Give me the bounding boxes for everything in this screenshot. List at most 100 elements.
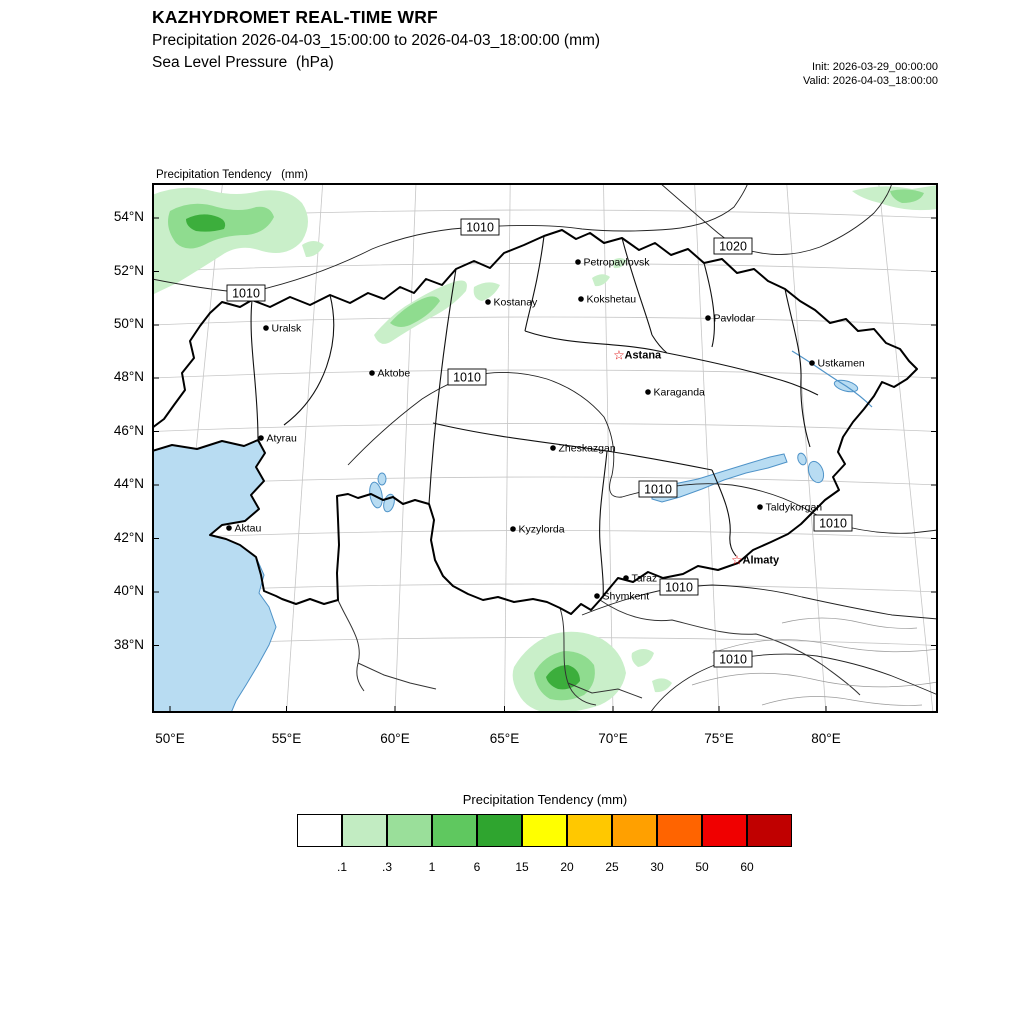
city-dot-icon xyxy=(705,315,711,321)
city-dot-icon xyxy=(578,296,584,302)
lat-axis-label: 42°N xyxy=(113,529,144,545)
svg-text:1020: 1020 xyxy=(719,240,747,254)
legend-swatch xyxy=(342,814,387,847)
lon-axis-label: 65°E xyxy=(489,731,520,746)
lon-axis-label: 70°E xyxy=(598,731,628,746)
city-dot-icon xyxy=(485,299,491,305)
precip-patch xyxy=(652,678,672,693)
svg-text:1010: 1010 xyxy=(665,581,693,595)
caspian-sea xyxy=(152,439,277,713)
lake-sasykkol xyxy=(797,452,807,466)
precip-patch-medium xyxy=(390,296,440,327)
lat-axis-label: 40°N xyxy=(113,583,144,598)
capital-star-icon: ☆ xyxy=(731,554,743,569)
city-dot-icon xyxy=(757,504,763,510)
graticule xyxy=(152,183,938,713)
legend-tick-label: 30 xyxy=(650,860,664,874)
aral-sea-east xyxy=(383,493,395,513)
isobar-1010-south xyxy=(581,584,938,620)
legend-tick-label: 15 xyxy=(515,860,529,874)
legend-tick-labels: .1 .3 1 6 15 20 25 30 50 60 xyxy=(297,860,794,878)
init-time: Init: 2026-03-29_00:00:00 xyxy=(812,61,938,73)
water-bodies xyxy=(152,350,873,713)
city-dot-icon xyxy=(510,526,516,532)
city-marker-uralsk: Uralsk xyxy=(263,323,302,335)
slp-subtitle: Sea Level Pressure (hPa) xyxy=(152,54,334,71)
svg-text:1010: 1010 xyxy=(232,287,260,301)
legend-swatch xyxy=(387,814,432,847)
pressure-label: 1010 xyxy=(713,650,753,668)
city-marker-karaganda: Karaganda xyxy=(645,387,705,399)
isobar-1020 xyxy=(659,183,893,255)
city-marker-petropavlovsk: Petropavlovsk xyxy=(575,257,650,269)
lat-axis-label: 50°N xyxy=(113,316,144,331)
legend-tick-label: 1 xyxy=(428,860,436,874)
svg-text:1010: 1010 xyxy=(719,653,747,667)
lake-balkhash xyxy=(651,453,788,503)
svg-text:1010: 1010 xyxy=(466,221,494,235)
legend-swatch xyxy=(432,814,477,847)
city-marker-taraz: Taraz xyxy=(623,573,657,585)
precip-patch xyxy=(302,241,324,257)
lon-axis-label: 60°E xyxy=(380,731,410,746)
legend-tick-label: 20 xyxy=(560,860,574,874)
precip-patch-dark xyxy=(546,665,580,690)
pressure-labels: 1010 1020 1010 1010 1010 1010 1010 1010 xyxy=(226,218,853,668)
city-label: Karaganda xyxy=(654,387,706,399)
lon-axis-label: 50°E xyxy=(155,731,185,746)
legend-title: Precipitation Tendency (mm) xyxy=(462,792,628,807)
city-label: Kostanay xyxy=(494,297,539,309)
pressure-label: 1010 xyxy=(447,368,487,386)
aral-sea-north xyxy=(377,472,387,486)
pressure-label: 1010 xyxy=(659,578,699,596)
precipitation-layer xyxy=(152,185,938,713)
city-marker-kyzylorda: Kyzylorda xyxy=(510,524,565,536)
isobar-1010-mid xyxy=(347,372,938,534)
neighbor-borders xyxy=(337,599,861,706)
city-marker-kostanay: Kostanay xyxy=(485,297,538,309)
city-marker-ustkamen: Ustkamen xyxy=(809,358,865,370)
weather-map: 1010 1020 1010 1010 1010 1010 1010 1010 Petropa… xyxy=(152,183,938,713)
pressure-label: 1010 xyxy=(813,514,853,532)
svg-text:1010: 1010 xyxy=(819,517,847,531)
city-marker-zheskazgan: Zheskazgan xyxy=(550,443,616,455)
city-label: Aktau xyxy=(235,523,262,535)
city-marker-aktobe: Aktobe xyxy=(369,368,410,380)
capital-marker-astana: ☆ Astana xyxy=(613,349,662,364)
city-marker-kokshetau: Kokshetau xyxy=(578,294,636,306)
city-dot-icon xyxy=(263,325,269,331)
svg-text:1010: 1010 xyxy=(453,371,481,385)
pressure-label: 1010 xyxy=(226,284,266,302)
lon-axis-label: 80°E xyxy=(811,731,841,746)
lon-axis-label: 75°E xyxy=(704,731,734,746)
city-marker-shymkent: Shymkent xyxy=(594,591,649,603)
svg-text:1010: 1010 xyxy=(644,483,672,497)
precip-subtitle: Precipitation 2026-04-03_15:00:00 to 202… xyxy=(152,32,601,49)
city-marker-pavlodar: Pavlodar xyxy=(705,313,755,325)
isobar-1010-far-south xyxy=(649,653,938,713)
map-border-frame xyxy=(152,183,938,713)
terrain-contours xyxy=(691,617,938,706)
precip-patch xyxy=(631,649,654,667)
city-label: Petropavlovsk xyxy=(584,257,651,269)
city-label: Pavlodar xyxy=(714,313,756,325)
legend-tick-label: .3 xyxy=(381,860,393,874)
city-label: Taraz xyxy=(632,573,658,585)
legend-tick-label: 60 xyxy=(740,860,754,874)
city-label: Uralsk xyxy=(272,323,303,335)
lat-axis-label: 52°N xyxy=(113,262,144,278)
city-dot-icon xyxy=(594,593,600,599)
precip-patch xyxy=(592,274,610,287)
kazakhstan-border xyxy=(152,229,918,615)
lat-axis-label: 54°N xyxy=(113,209,144,224)
capital-star-icon: ☆ xyxy=(613,349,625,364)
city-label: Astana xyxy=(625,350,663,362)
page-title: KAZHYDROMET REAL-TIME WRF xyxy=(152,7,438,27)
legend-swatch xyxy=(702,814,747,847)
run-info: Init: 2026-03-29_00:00:00 Valid: 2026-04… xyxy=(803,60,938,88)
precip-patch xyxy=(612,258,627,269)
legend-tick-label: 50 xyxy=(695,860,709,874)
pressure-label: 1010 xyxy=(460,218,500,236)
precip-patch-medium xyxy=(890,189,924,203)
map-frame: 1010 1020 1010 1010 1010 1010 1010 1010 Petropa… xyxy=(152,183,938,713)
